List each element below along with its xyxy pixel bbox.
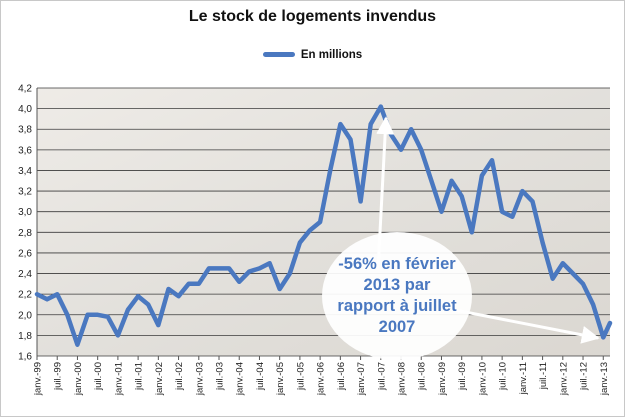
annotation-text: -56% en février 2013 par rapport à juill… — [337, 255, 457, 336]
x-tick-label: janv.-99 — [33, 362, 44, 396]
x-tick-label: janv.-00 — [73, 362, 84, 396]
x-tick-label: janv.-10 — [477, 362, 488, 396]
y-tick-label: 3,0 — [18, 207, 32, 218]
x-tick-label: janv.-09 — [437, 362, 448, 396]
x-tick-label: juil.-11 — [538, 362, 549, 390]
y-tick-label: 1,8 — [18, 331, 32, 342]
annotation-bubble: -56% en février 2013 par rapport à juill… — [322, 232, 472, 360]
annotation-arrow-down — [454, 308, 600, 344]
x-tick-label: janv.-07 — [356, 362, 367, 396]
x-tick-label: juil.-05 — [295, 362, 306, 391]
y-tick-label: 3,4 — [18, 166, 32, 177]
x-tick-label: janv.-08 — [397, 362, 408, 396]
y-tick-label: 2,8 — [18, 228, 32, 239]
x-tick-label: janv.-13 — [599, 362, 610, 396]
x-tick-label: juil.-06 — [336, 362, 347, 391]
y-tick-label: 4,0 — [18, 104, 32, 115]
legend: En millions — [0, 49, 625, 61]
x-tick-label: juil.-07 — [376, 362, 387, 391]
y-tick-label: 3,6 — [18, 145, 32, 156]
y-tick-label: 3,2 — [18, 187, 32, 198]
x-tick-label: juil.-03 — [215, 362, 226, 391]
x-tick-label: janv.-11 — [518, 362, 529, 395]
plot-background — [37, 88, 610, 356]
legend-label: En millions — [300, 49, 363, 61]
x-tick-label: janv.-06 — [316, 362, 327, 396]
y-tick-label: 4,2 — [18, 84, 32, 95]
x-tick-label: janv.-01 — [113, 362, 124, 396]
x-tick-label: juil.-09 — [457, 362, 468, 391]
x-tick-label: juil.-02 — [174, 362, 185, 391]
x-tick-label: juil.-01 — [134, 362, 145, 391]
x-tick-label: janv.-03 — [194, 362, 205, 396]
y-tick-label: 2,4 — [18, 269, 32, 280]
y-tick-label: 3,8 — [18, 125, 32, 136]
x-tick-label: juil.-12 — [579, 362, 590, 391]
grid-lines — [37, 87, 610, 357]
y-tick-label: 2,0 — [18, 310, 32, 321]
y-axis: 1,6 1,8 2,0 2,2 2,4 2,6 2,8 3,0 3,2 3,4 3,6 3,8 4,0 4… — [18, 84, 38, 363]
legend-swatch — [262, 52, 295, 58]
x-tick-label: juil.-99 — [53, 362, 64, 391]
y-tick-label: 1,6 — [18, 352, 32, 363]
x-tick-label: janv.-02 — [154, 362, 165, 396]
x-tick-label: juil.-04 — [255, 362, 266, 391]
x-axis: janv.-99 juil.-99 janv.-00 juil.-00 janv.-01… — [33, 356, 610, 396]
x-tick-label: janv.-05 — [275, 362, 286, 396]
y-tick-label: 2,6 — [18, 248, 32, 259]
chart-title: Le stock de logements invendus — [188, 8, 437, 25]
x-tick-label: juil.-10 — [498, 362, 509, 391]
y-tick-label: 2,2 — [18, 290, 32, 301]
x-tick-label: juil.-00 — [93, 362, 104, 391]
x-tick-label: juil.-08 — [417, 362, 428, 391]
x-tick-label: janv.-12 — [558, 362, 569, 396]
x-tick-label: janv.-04 — [235, 362, 246, 396]
series-line — [34, 104, 613, 347]
